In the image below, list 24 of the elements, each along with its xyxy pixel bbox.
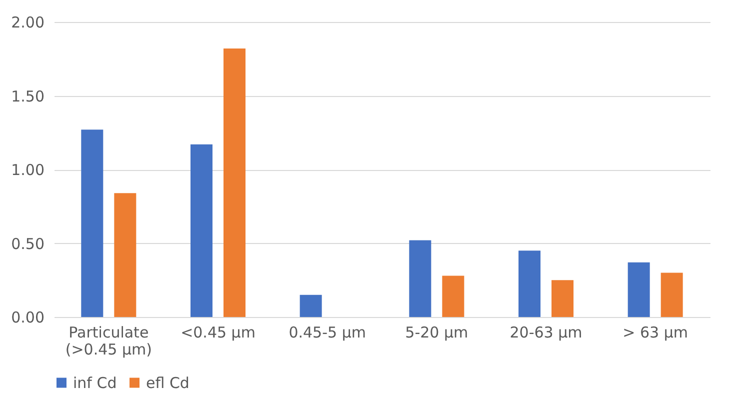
bar bbox=[409, 240, 432, 317]
bar bbox=[190, 144, 212, 317]
bar bbox=[552, 280, 574, 317]
y-tick-label: 0.50 bbox=[11, 234, 44, 253]
bar bbox=[300, 294, 322, 317]
y-tick-label: 1.50 bbox=[11, 87, 44, 106]
bar bbox=[518, 250, 540, 317]
x-tick-label: 0.45-5 µm bbox=[288, 324, 366, 342]
legend-label: efl Cd bbox=[146, 374, 190, 392]
bar bbox=[628, 262, 650, 317]
x-tick-label: > 63 µm bbox=[622, 324, 688, 342]
bar bbox=[114, 193, 136, 317]
y-tick-label: 1.00 bbox=[11, 161, 44, 179]
x-tick-label: <0.45 µm bbox=[180, 324, 256, 342]
bar bbox=[660, 272, 683, 317]
bar bbox=[81, 130, 104, 317]
x-tick-label: Particulate (>0.45 µm) bbox=[65, 324, 152, 358]
bar bbox=[442, 276, 464, 317]
x-tick-label: 5-20 µm bbox=[405, 324, 468, 342]
y-tick-label: 0.00 bbox=[11, 308, 44, 326]
legend-label: inf Cd bbox=[73, 374, 117, 392]
y-tick-label: 2.00 bbox=[11, 14, 44, 32]
x-tick-label: 20-63 µm bbox=[510, 324, 582, 342]
bar bbox=[224, 48, 246, 317]
